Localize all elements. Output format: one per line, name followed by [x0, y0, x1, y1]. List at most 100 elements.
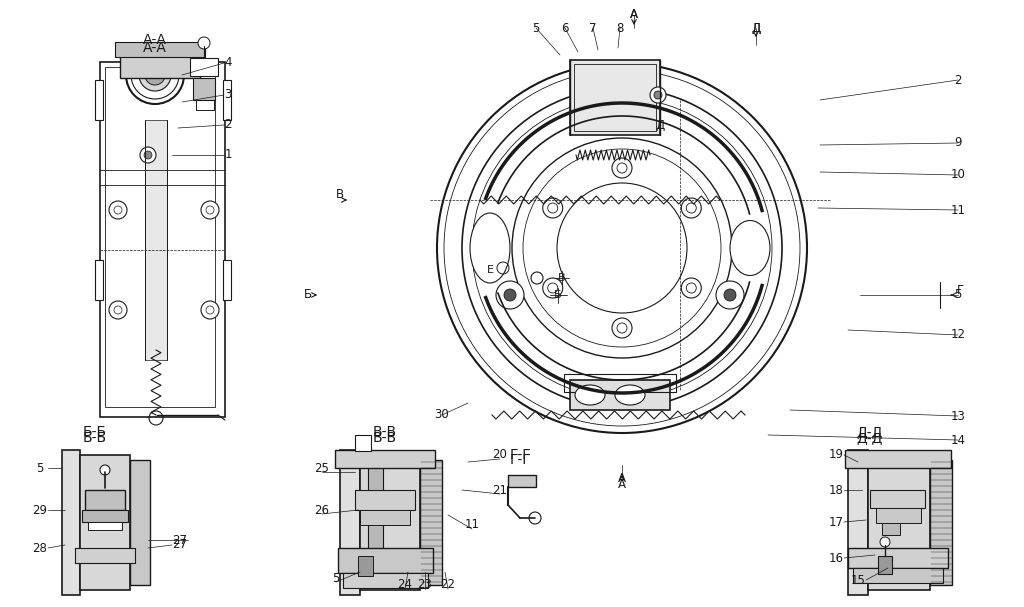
Bar: [508, 475, 536, 487]
Circle shape: [617, 163, 627, 173]
Bar: [190, 58, 218, 76]
Text: 18: 18: [828, 484, 844, 497]
Bar: [853, 568, 943, 583]
Bar: [570, 380, 670, 410]
Circle shape: [109, 301, 127, 319]
Circle shape: [681, 198, 701, 218]
Text: Б-Б: Б-Б: [83, 425, 108, 439]
Text: А-А: А-А: [143, 41, 167, 55]
Text: 11: 11: [950, 203, 966, 217]
Ellipse shape: [145, 65, 165, 85]
Circle shape: [529, 512, 541, 524]
Circle shape: [716, 281, 744, 309]
Bar: [368, 465, 383, 573]
Bar: [868, 455, 930, 590]
Text: 5: 5: [36, 461, 44, 475]
Ellipse shape: [730, 220, 770, 276]
Text: Д: Д: [655, 118, 665, 132]
Text: 30: 30: [434, 409, 450, 421]
Circle shape: [201, 201, 219, 219]
Circle shape: [140, 147, 156, 163]
Text: Б: Б: [554, 290, 562, 300]
Bar: [355, 435, 371, 451]
Text: А: А: [630, 8, 638, 21]
Circle shape: [543, 198, 563, 218]
Text: Д: Д: [752, 21, 761, 35]
Text: Д-Д: Д-Д: [857, 431, 883, 445]
Text: 5: 5: [333, 572, 340, 585]
Circle shape: [880, 537, 890, 547]
Bar: [196, 100, 214, 110]
Circle shape: [654, 91, 662, 99]
Circle shape: [144, 151, 152, 159]
Bar: [848, 450, 868, 595]
Text: 13: 13: [950, 410, 966, 422]
Circle shape: [100, 465, 110, 475]
Text: 15: 15: [851, 574, 865, 586]
Bar: [85, 490, 125, 510]
Ellipse shape: [437, 63, 807, 433]
Bar: [115, 42, 205, 57]
Bar: [848, 548, 948, 568]
Text: 28: 28: [33, 541, 47, 555]
Circle shape: [206, 206, 214, 214]
Bar: [355, 490, 415, 510]
Text: 2: 2: [224, 118, 231, 132]
Bar: [930, 460, 952, 585]
Bar: [130, 460, 150, 585]
Ellipse shape: [512, 138, 732, 358]
Text: Г: Г: [956, 283, 964, 296]
Bar: [75, 548, 135, 563]
Circle shape: [686, 203, 696, 213]
Ellipse shape: [131, 51, 179, 99]
Bar: [95, 260, 103, 300]
Circle shape: [496, 281, 524, 309]
Text: 26: 26: [314, 503, 330, 517]
Ellipse shape: [615, 385, 645, 405]
Text: В: В: [558, 273, 566, 283]
Text: 21: 21: [493, 484, 508, 497]
Bar: [878, 556, 892, 574]
Bar: [100, 62, 225, 417]
Text: 5: 5: [954, 288, 962, 302]
Bar: [343, 573, 428, 588]
Circle shape: [201, 301, 219, 319]
Circle shape: [198, 37, 210, 49]
Bar: [80, 455, 130, 590]
Text: 17: 17: [828, 515, 844, 529]
Text: 24: 24: [397, 578, 413, 591]
Text: Е: Е: [486, 265, 494, 275]
Circle shape: [206, 306, 214, 314]
Text: 12: 12: [950, 328, 966, 342]
Bar: [876, 508, 921, 523]
Bar: [574, 64, 656, 131]
Bar: [882, 523, 900, 535]
Bar: [338, 548, 433, 573]
Bar: [88, 522, 122, 530]
Bar: [223, 80, 231, 120]
Bar: [564, 374, 676, 392]
Bar: [193, 78, 215, 100]
Bar: [845, 450, 951, 468]
Bar: [120, 50, 200, 78]
Text: Б: Б: [304, 288, 312, 302]
Circle shape: [548, 203, 558, 213]
Bar: [360, 510, 410, 525]
Circle shape: [109, 201, 127, 219]
Circle shape: [543, 278, 563, 298]
Text: В-В: В-В: [373, 425, 397, 439]
Text: 6: 6: [561, 21, 568, 35]
Text: 14: 14: [950, 433, 966, 447]
Text: А: А: [618, 472, 626, 484]
Text: 20: 20: [493, 449, 508, 461]
Text: В: В: [336, 189, 344, 202]
Text: 27: 27: [172, 538, 187, 552]
Text: 11: 11: [465, 518, 479, 532]
Circle shape: [504, 289, 516, 301]
Bar: [95, 80, 103, 120]
Bar: [570, 60, 660, 135]
Text: 5: 5: [532, 21, 540, 35]
Ellipse shape: [139, 59, 171, 91]
Text: Д: Д: [752, 21, 761, 35]
Circle shape: [612, 318, 632, 338]
